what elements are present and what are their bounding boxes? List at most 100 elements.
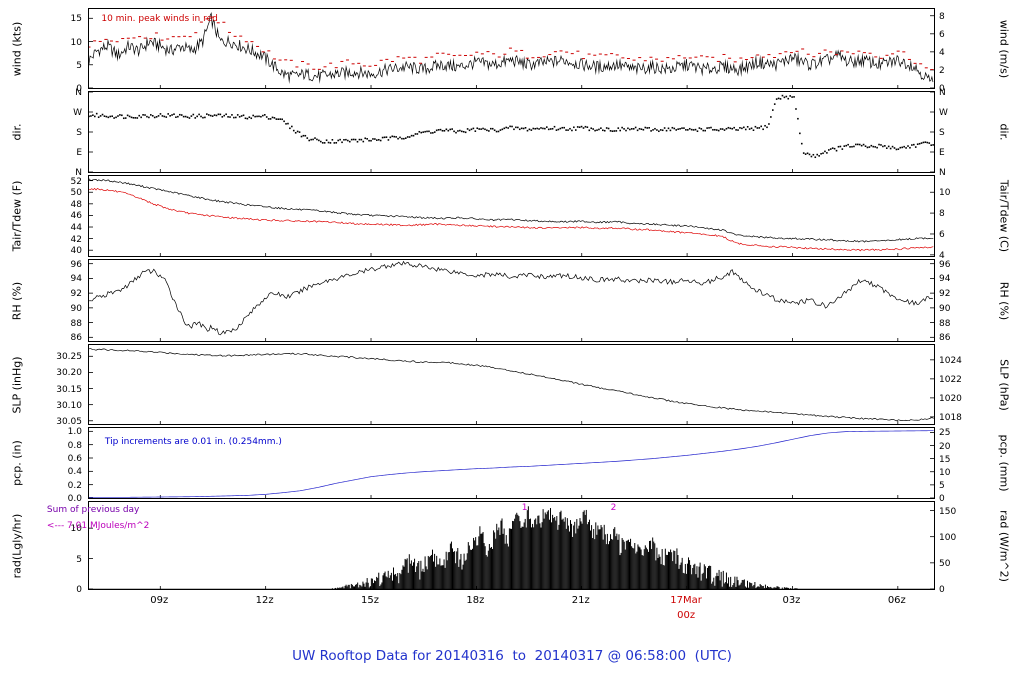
temp-right-tick-label: 8: [939, 209, 945, 220]
dir-left-tick-label: E: [76, 148, 82, 158]
wind-left-tick-label: 10: [70, 37, 82, 48]
dir-right-tick-label: N: [939, 168, 946, 178]
rad-right-axis-label: rad (W/m^2): [997, 509, 1011, 582]
pcp-left-tick-label: 0.8: [67, 440, 82, 451]
pcp-right-tick-label: 10: [939, 467, 951, 478]
rh-right-tick-label: 94: [939, 274, 951, 285]
wind-right-tick-label: 4: [939, 47, 945, 58]
rad-annotation: 2: [610, 502, 617, 513]
dir-right-tick-label: E: [939, 148, 945, 158]
slp-plot-canvas: [89, 345, 934, 424]
x-tick-label: 21z: [571, 595, 590, 606]
rad-left-tick-label: 10: [70, 524, 82, 535]
pcp-left-tick-label: 1.0: [67, 427, 82, 438]
rh-right-tick-label: 90: [939, 303, 951, 314]
pcp-left-tick-label: 0.4: [67, 467, 82, 478]
rad-left-tick-label: 0: [76, 585, 82, 595]
temp-left-tick-label: 52: [70, 176, 82, 187]
temp-left-tick-label: 42: [70, 234, 82, 245]
temp-left-tick-label: 44: [70, 223, 82, 233]
rad-right-tick-label: 100: [939, 532, 957, 543]
panel-wind: [88, 8, 935, 89]
x-tick-label: 03z: [782, 595, 801, 606]
slp-right-tick-label: 1018: [939, 412, 962, 423]
pcp-left-tick-label: 0.0: [67, 494, 82, 504]
pcp-plot-canvas: [89, 428, 934, 498]
wind-right-tick-label: 6: [939, 29, 945, 40]
wind-right-tick-label: 2: [939, 65, 945, 76]
dir-right-axis-label: dir.: [997, 123, 1011, 141]
rh-left-tick-label: 92: [70, 289, 82, 300]
rad-right-tick-label: 50: [939, 558, 951, 569]
pcp-right-axis-label: pcp. (mm): [997, 434, 1011, 492]
dir-left-tick-label: S: [76, 128, 82, 138]
wind-right-tick-label: 0: [939, 84, 945, 94]
pcp-right-tick-label: 20: [939, 441, 951, 452]
pcp-right-tick-label: 15: [939, 454, 951, 465]
temp-left-axis-label: Tair/Tdew (F): [10, 180, 24, 252]
rh-right-axis-label: RH (%): [997, 281, 1011, 320]
rad-left-tick-label: 5: [76, 554, 82, 565]
slp-right-axis-label: SLP (hPa): [997, 358, 1011, 411]
temp-left-tick-label: 48: [70, 199, 82, 210]
pcp-left-tick-label: 0.2: [67, 480, 82, 491]
panel-temp: [88, 175, 935, 257]
pcp-left-axis-label: pcp. (in): [10, 440, 24, 486]
pcp-right-tick-label: 0: [939, 494, 945, 504]
temp-left-tick-label: 46: [70, 211, 82, 222]
wind-right-tick-label: 8: [939, 11, 945, 22]
slp-left-tick-label: 30.05: [56, 416, 82, 427]
temp-right-tick-label: 4: [939, 250, 945, 261]
pcp-annotation: Tip increments are 0.01 in. (0.254mm.): [104, 437, 282, 448]
rad-annotation: 1: [521, 502, 528, 513]
temp-right-axis-label: Tair/Tdew (C): [997, 179, 1011, 253]
rad-left-axis-label: rad(Lgly/hr): [10, 513, 24, 578]
dir-left-tick-label: N: [75, 168, 82, 178]
wind-annotation: 10 min. peak winds in red: [101, 14, 218, 25]
rh-left-tick-label: 96: [70, 259, 82, 270]
rh-left-tick-label: 90: [70, 303, 82, 314]
x-tick-label: 18z: [466, 595, 485, 606]
rh-right-tick-label: 88: [939, 318, 951, 329]
rad-annotation: Sum of previous day: [46, 504, 140, 515]
wind-right-axis-label: wind (m/s): [997, 19, 1011, 78]
slp-left-axis-label: SLP (inHg): [10, 355, 24, 414]
wind-left-tick-label: 5: [76, 60, 82, 71]
temp-plot-canvas: [89, 176, 934, 256]
slp-left-tick-label: 30.25: [56, 352, 82, 363]
temp-left-tick-label: 40: [70, 246, 82, 257]
dir-right-tick-label: N: [939, 88, 946, 98]
panel-rh: [88, 259, 935, 342]
pcp-right-tick-label: 25: [939, 428, 951, 439]
rad-plot-canvas: [89, 502, 934, 589]
dir-right-tick-label: S: [939, 128, 945, 138]
slp-right-tick-label: 1024: [939, 355, 962, 366]
x-tick-label: 06z: [887, 595, 906, 606]
temp-right-tick-label: 6: [939, 229, 945, 240]
dir-right-tick-label: W: [939, 108, 948, 118]
wind-plot-canvas: [89, 9, 934, 88]
wind-left-axis-label: wind (kts): [10, 21, 24, 76]
wind-left-tick-label: 0: [76, 84, 82, 94]
panel-rad: [88, 501, 935, 590]
rh-left-tick-label: 94: [70, 274, 82, 285]
slp-left-tick-label: 30.10: [56, 400, 82, 411]
panel-dir: [88, 91, 935, 173]
temp-left-tick-label: 50: [70, 188, 82, 199]
rh-left-tick-label: 86: [70, 333, 82, 344]
x-tick-label: 09z: [150, 595, 169, 606]
x-tick-label: 15z: [361, 595, 379, 606]
rh-right-tick-label: 96: [939, 259, 951, 270]
slp-right-tick-label: 1020: [939, 393, 962, 404]
figure-title: UW Rooftop Data for 20140316 to 20140317…: [292, 648, 732, 664]
rad-right-tick-label: 150: [939, 506, 957, 517]
slp-right-tick-label: 1022: [939, 374, 962, 385]
rh-left-axis-label: RH (%): [10, 281, 24, 320]
pcp-left-tick-label: 0.6: [67, 454, 82, 464]
slp-left-tick-label: 30.15: [56, 384, 82, 395]
wind-left-tick-label: 15: [70, 14, 82, 25]
panel-slp: [88, 344, 935, 425]
dir-left-tick-label: N: [75, 88, 82, 98]
rh-right-tick-label: 92: [939, 289, 951, 300]
